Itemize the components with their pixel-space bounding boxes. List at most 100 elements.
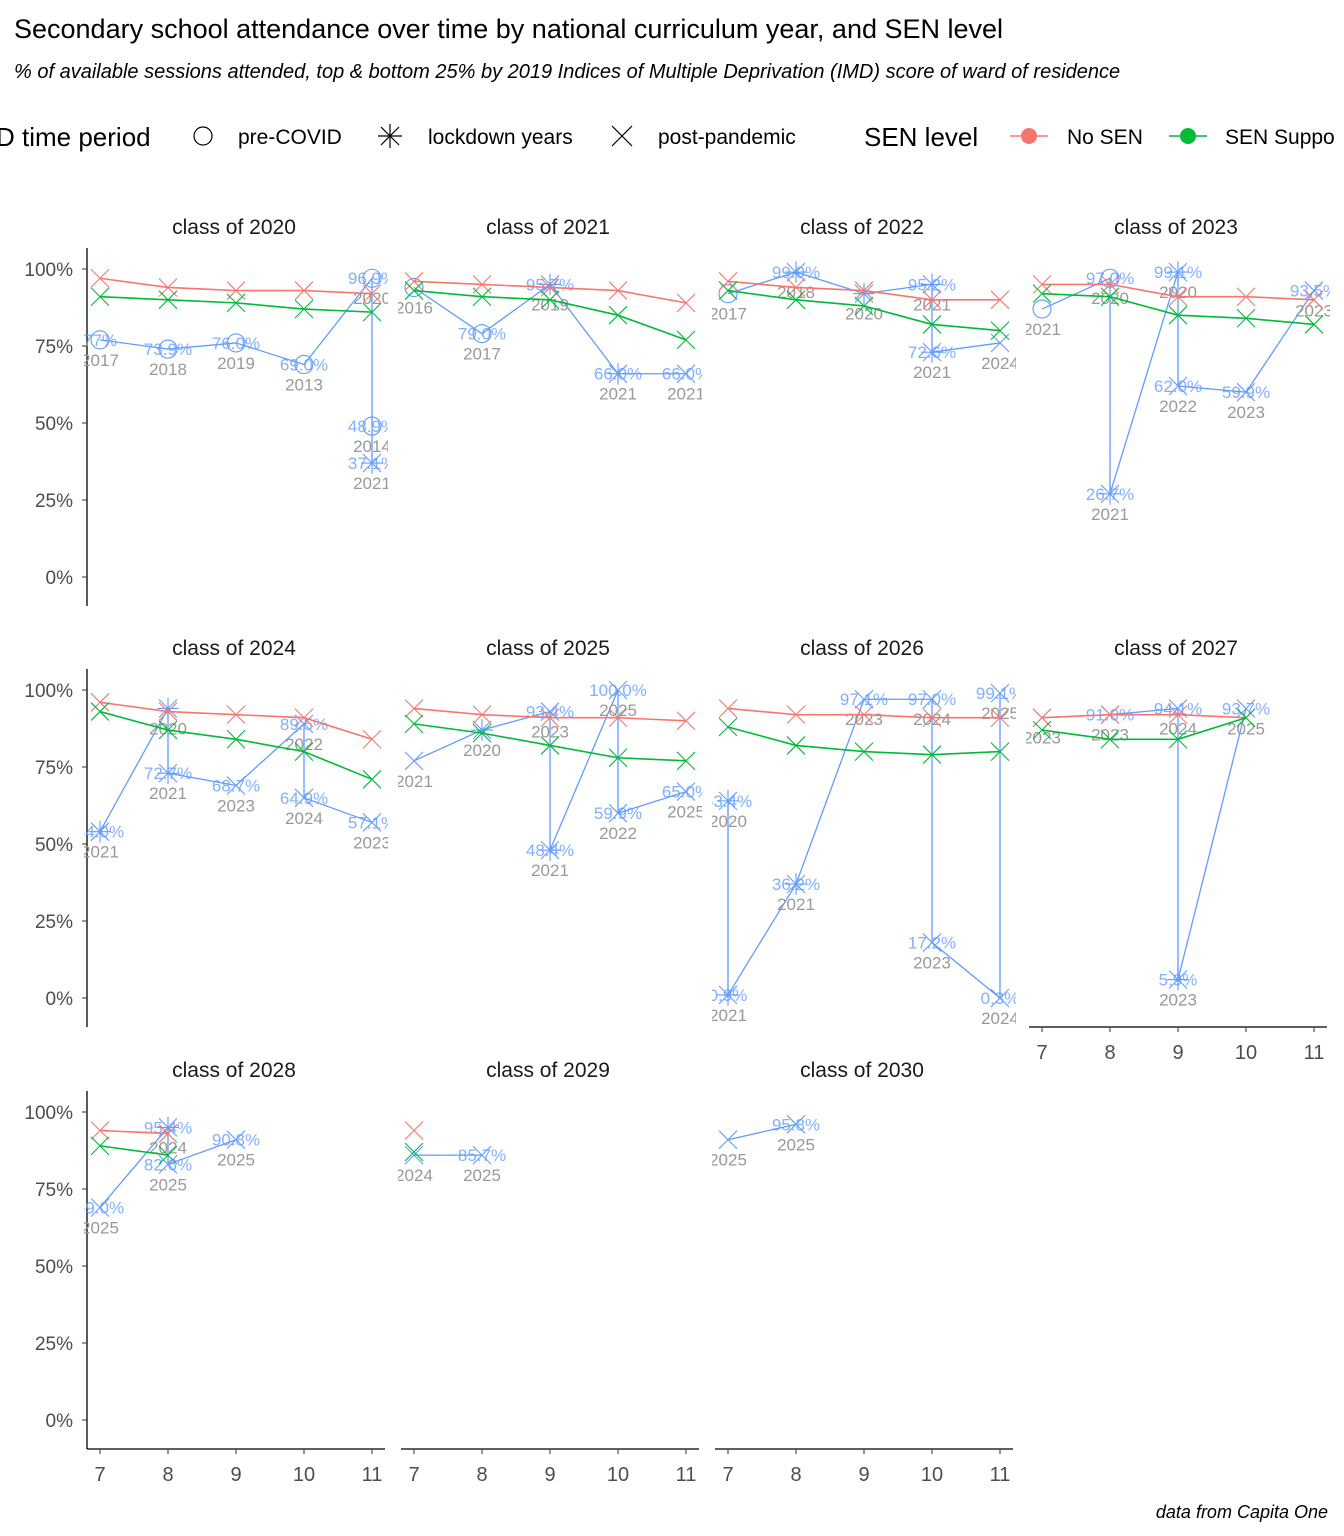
asterisk-marker xyxy=(785,261,807,283)
year-label: 2017 xyxy=(81,351,119,370)
asterisk-marker xyxy=(1167,261,1189,283)
cross-stroke xyxy=(362,769,382,789)
cross-stroke xyxy=(1168,305,1188,325)
sen-support-dot-icon xyxy=(1180,128,1196,144)
cross-stroke xyxy=(1236,287,1256,307)
cross-marker xyxy=(676,751,696,771)
data-label: 0.9% xyxy=(709,986,748,1005)
year-label: 2025 xyxy=(1227,719,1265,738)
cross-stroke xyxy=(990,742,1010,761)
data-label: 69.0% xyxy=(280,355,328,374)
cross-stroke xyxy=(608,305,628,325)
x-tick-label: 10 xyxy=(1235,1042,1257,1064)
cross-marker xyxy=(922,745,942,765)
cross-stroke xyxy=(472,705,492,725)
x-tick-label: 9 xyxy=(1172,1042,1183,1064)
asterisk-marker xyxy=(157,697,179,720)
cross-marker xyxy=(362,302,382,322)
facet-title: class of 2026 xyxy=(800,637,924,660)
cross-marker xyxy=(922,315,942,334)
cross-marker xyxy=(362,813,382,832)
year-label: 2021 xyxy=(1023,320,1061,339)
data-label: 79.0% xyxy=(458,325,506,344)
circle-open-marker xyxy=(362,268,382,288)
year-label: 2025 xyxy=(709,1151,747,1170)
asterisk-stroke xyxy=(608,364,628,384)
cross-marker xyxy=(1168,376,1188,396)
cross-marker xyxy=(472,705,492,725)
cross-marker xyxy=(854,689,874,709)
asterisk-stroke xyxy=(786,262,806,282)
year-label: 2023 xyxy=(1159,991,1197,1010)
cross-stroke xyxy=(922,689,942,709)
cross-marker xyxy=(718,717,738,737)
cross-marker xyxy=(1032,720,1052,740)
cross-stroke xyxy=(226,776,246,795)
cross-stroke xyxy=(472,723,492,743)
year-label: 2017 xyxy=(709,305,747,324)
cross-marker xyxy=(294,299,314,319)
cross-stroke xyxy=(362,813,382,832)
data-label: 63.4% xyxy=(704,792,752,811)
cross-stroke xyxy=(158,720,178,740)
cross-stroke xyxy=(1168,705,1188,725)
cross-marker xyxy=(90,268,110,288)
cross-marker xyxy=(404,751,424,771)
asterisk-marker xyxy=(471,719,493,741)
cross-marker xyxy=(158,702,178,721)
facet-panel: class of 2028 0% 25% 50% 75% 100% 7 8 9 10 11 69.0%… xyxy=(24,1059,385,1486)
open-circle-icon xyxy=(1100,268,1120,288)
cross-stroke xyxy=(404,1142,424,1162)
cross-stroke xyxy=(676,782,696,802)
year-label: 2020 xyxy=(463,741,501,760)
facet-plot-area: 2021202093.4%202348.4%2021100.0%202559.9… xyxy=(398,680,702,880)
asterisk-stroke xyxy=(540,275,560,294)
y-tick-label: 0% xyxy=(46,568,74,589)
bottom-imd-line xyxy=(727,693,1001,1000)
data-label: 97.0% xyxy=(908,690,956,709)
cross-marker xyxy=(226,729,246,749)
cross-marker xyxy=(90,1136,110,1156)
year-label: 2020 xyxy=(353,289,391,308)
cross-stroke xyxy=(90,692,110,712)
cross-stroke xyxy=(922,933,942,952)
open-circle-icon xyxy=(404,277,424,298)
cross-stroke xyxy=(294,708,314,728)
year-label: 2021 xyxy=(531,861,569,880)
cross-stroke xyxy=(676,711,696,731)
chart-subtitle: % of available sessions attended, top & … xyxy=(14,61,1120,83)
open-circle-icon xyxy=(1032,299,1052,319)
cross-stroke xyxy=(362,302,382,322)
asterisk-icon xyxy=(378,124,402,148)
year-label: 2025 xyxy=(463,1166,501,1185)
data-label: 66.0% xyxy=(662,365,710,384)
cross-stroke xyxy=(608,680,628,700)
cross-marker xyxy=(540,290,560,310)
sen-support-series-line xyxy=(727,726,1001,756)
data-label: 93.7% xyxy=(1222,699,1270,718)
year-label: 2023 xyxy=(1295,302,1333,321)
y-tick-label: 75% xyxy=(35,1180,73,1201)
y-tick-label: 75% xyxy=(35,758,73,779)
cross-marker xyxy=(1100,729,1120,749)
cross-marker xyxy=(1236,382,1256,402)
cross-stroke xyxy=(854,689,874,709)
year-label: 2017 xyxy=(463,345,501,364)
cross-stroke xyxy=(854,281,874,300)
cross-marker xyxy=(990,290,1010,310)
cross-marker xyxy=(294,281,314,300)
cross-marker xyxy=(90,1121,110,1140)
cross-marker xyxy=(404,1121,424,1140)
bottom-imd-line xyxy=(99,276,373,464)
cross-stroke xyxy=(608,281,628,300)
cross-marker xyxy=(404,271,424,291)
cross-marker xyxy=(404,699,424,718)
cross-stroke xyxy=(1032,284,1052,304)
legend-item-lockdown: lockdown years xyxy=(378,124,573,149)
data-label: 54.0% xyxy=(76,823,124,842)
cross-marker xyxy=(362,284,382,304)
cross-marker xyxy=(90,1198,110,1217)
